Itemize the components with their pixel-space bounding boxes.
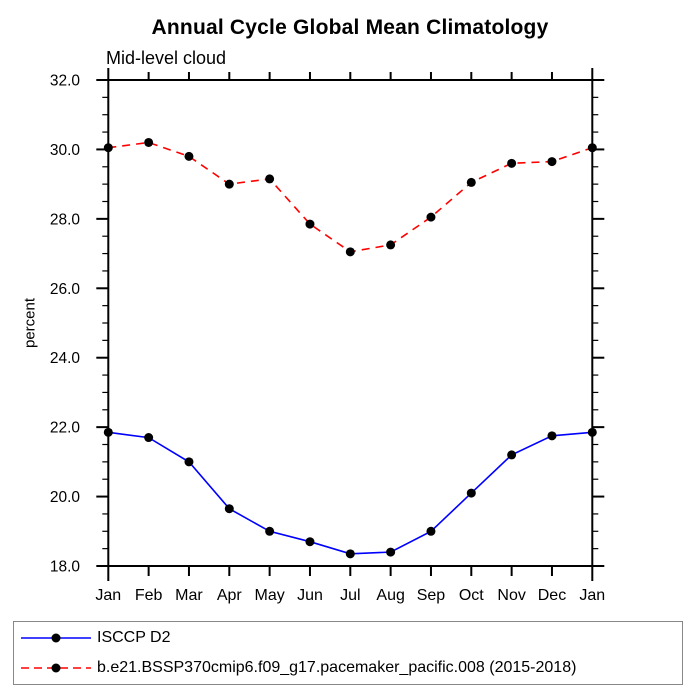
- x-tick-label: May: [255, 587, 285, 604]
- legend-label-observation: ISCCP D2: [97, 628, 171, 646]
- data-point: [547, 431, 557, 441]
- x-tick-label: Nov: [497, 587, 525, 604]
- data-point: [466, 177, 476, 187]
- x-tick-label: Feb: [135, 587, 163, 604]
- data-point: [345, 549, 355, 559]
- y-tick-label: 26.0: [50, 281, 81, 298]
- chart-title: Annual Cycle Global Mean Climatology: [151, 16, 549, 39]
- data-point: [426, 212, 436, 222]
- legend-line-swatch-solid: [21, 633, 91, 643]
- data-point: [144, 137, 154, 147]
- legend-swatch-marker: [51, 633, 61, 643]
- data-point: [103, 427, 113, 437]
- x-tick-label: Jan: [579, 587, 605, 604]
- x-axis-ticks: Jan Feb Mar Apr May Jun Jul Aug Sep Oct Nov Dec Jan: [95, 68, 605, 604]
- data-point: [305, 219, 315, 229]
- y-axis-ticks: 18.0 20.0 22.0 24.0 26.0 28.0 30.0 32.0: [50, 73, 605, 576]
- y-tick-label: 18.0: [50, 559, 81, 576]
- data-point: [587, 427, 597, 437]
- data-point: [386, 240, 396, 250]
- x-tick-label: Jan: [95, 587, 121, 604]
- legend-swatch-marker: [51, 663, 61, 673]
- series-markers-0: [103, 427, 597, 559]
- data-point: [386, 547, 396, 557]
- x-tick-label: Apr: [217, 587, 243, 604]
- data-point: [466, 488, 476, 498]
- y-tick-label: 22.0: [50, 420, 81, 437]
- line-chart-canvas: 18.0 20.0 22.0 24.0 26.0 28.0 30.0 32.0 Jan Feb Ma…: [50, 68, 605, 604]
- data-point: [345, 247, 355, 257]
- x-tick-label: Dec: [538, 587, 566, 604]
- data-point: [144, 433, 154, 443]
- data-point: [103, 143, 113, 153]
- x-tick-label: Mar: [175, 587, 203, 604]
- x-tick-label: Aug: [376, 587, 404, 604]
- x-tick-label: Jul: [340, 587, 360, 604]
- legend-line-swatch-dashed: [21, 663, 91, 673]
- data-point: [507, 158, 517, 168]
- chart-subtitle: Mid-level cloud: [106, 48, 227, 68]
- x-tick-label: Oct: [459, 587, 484, 604]
- data-point: [305, 537, 315, 547]
- data-point: [265, 174, 275, 184]
- y-tick-label: 20.0: [50, 489, 81, 506]
- series-line-0: [108, 431, 593, 555]
- legend-box: ISCCP D2 b.e21.BSSP370cmip6.f09_g17.pace…: [13, 621, 683, 685]
- data-point: [184, 151, 194, 161]
- data-point: [224, 504, 234, 514]
- legend-label-model: b.e21.BSSP370cmip6.f09_g17.pacemaker_pac…: [97, 659, 577, 677]
- data-point: [224, 179, 234, 189]
- data-point: [547, 157, 557, 167]
- y-tick-label: 24.0: [50, 350, 81, 367]
- data-point: [265, 526, 275, 536]
- series-line-1: [108, 141, 593, 253]
- y-tick-label: 28.0: [50, 211, 81, 228]
- y-tick-label: 30.0: [50, 142, 81, 159]
- x-tick-label: Sep: [417, 587, 446, 604]
- y-tick-label: 32.0: [50, 73, 81, 90]
- legend-item-model: b.e21.BSSP370cmip6.f09_g17.pacemaker_pac…: [14, 653, 682, 683]
- data-point: [426, 526, 436, 536]
- data-point: [184, 457, 194, 467]
- data-point: [507, 450, 517, 460]
- data-point: [587, 143, 597, 153]
- x-tick-label: Jun: [297, 587, 323, 604]
- legend-item-observation: ISCCP D2: [14, 623, 682, 653]
- series-markers-1: [103, 137, 597, 257]
